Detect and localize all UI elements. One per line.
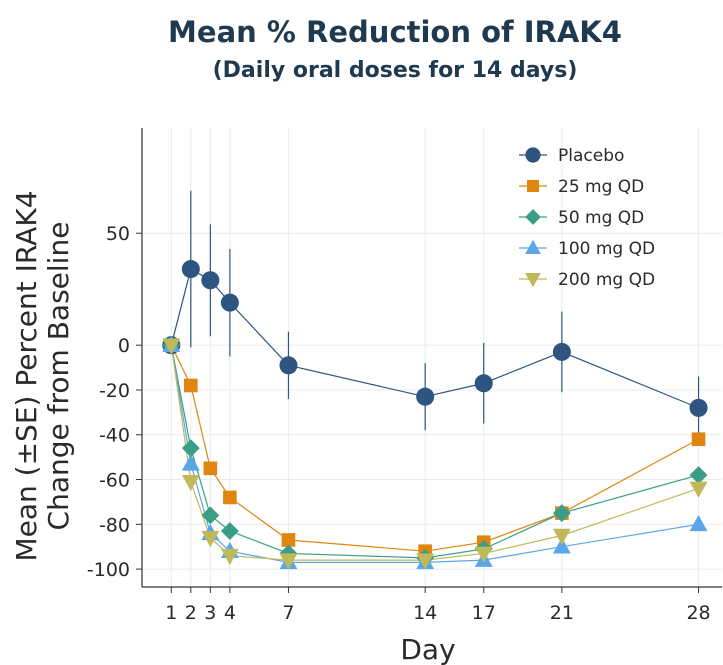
data-point — [220, 293, 239, 312]
legend-label: 100 mg QD — [558, 239, 655, 259]
data-point — [552, 504, 571, 523]
data-point — [689, 481, 708, 498]
plot-area — [162, 190, 708, 570]
data-point — [181, 439, 200, 458]
y-tick-label: 0 — [118, 335, 130, 357]
chart-subtitle: (Daily oral doses for 14 days) — [213, 58, 578, 83]
data-point — [691, 432, 706, 447]
x-tick-label: 21 — [550, 602, 574, 624]
x-tick-label: 3 — [204, 602, 216, 624]
data-point — [552, 528, 571, 545]
x-tick-label: 17 — [472, 602, 496, 624]
data-point — [474, 374, 493, 393]
data-point — [162, 338, 181, 355]
legend-entry: 100 mg QD — [519, 239, 655, 259]
y-tick-label: -80 — [99, 514, 130, 536]
series-markers-3 — [162, 335, 708, 570]
data-point — [181, 260, 200, 279]
x-tick-label: 14 — [413, 602, 437, 624]
x-tick-label: 2 — [185, 602, 197, 624]
data-point — [203, 461, 218, 476]
data-point — [220, 548, 239, 566]
legend-entry: 25 mg QD — [519, 177, 644, 197]
y-axis-label-line2: Change from Baseline — [42, 222, 75, 531]
y-axis-label-line1: Mean (±SE) Percent IRAK4 — [10, 190, 43, 561]
legend-marker — [525, 147, 541, 163]
data-point — [474, 546, 493, 563]
series-markers-1 — [164, 338, 706, 558]
axes — [141, 128, 722, 588]
x-tick-label: 7 — [282, 602, 294, 624]
x-axis-label: Day — [400, 633, 455, 665]
legend-label: Placebo — [558, 146, 624, 166]
legend-entry: 50 mg QD — [519, 208, 644, 228]
y-tick-label: -60 — [99, 470, 130, 492]
x-tick-label: 1 — [165, 602, 177, 624]
series-markers-4 — [162, 338, 708, 570]
x-tick-label: 4 — [224, 602, 236, 624]
data-point — [181, 454, 200, 471]
data-point — [181, 474, 200, 492]
x-tick-label: 28 — [686, 602, 710, 624]
legend-label: 200 mg QD — [558, 270, 655, 290]
data-point — [201, 271, 220, 290]
data-point — [201, 506, 220, 525]
legend-marker — [525, 239, 541, 254]
series-2 — [170, 345, 699, 559]
data-point — [689, 514, 708, 532]
data-point — [184, 378, 198, 393]
legend-label: 25 mg QD — [558, 177, 644, 197]
chart-title: Mean % Reduction of IRAK4 — [168, 15, 622, 49]
data-point — [279, 553, 298, 570]
data-point — [279, 356, 298, 375]
data-point — [220, 522, 239, 540]
y-tick-label: -100 — [87, 559, 130, 581]
data-point — [689, 398, 708, 417]
data-point — [416, 553, 435, 570]
series-markers-2 — [162, 336, 708, 567]
data-point — [552, 537, 571, 554]
series-line — [170, 345, 699, 561]
legend: Placebo 25 mg QD 50 mg QD 100 mg QD 200 mg Q… — [519, 146, 655, 290]
series-line — [170, 345, 699, 563]
data-point — [281, 533, 296, 547]
data-point — [552, 342, 571, 361]
data-point — [416, 387, 435, 406]
y-tick-label: 50 — [106, 223, 130, 245]
series-line — [170, 345, 699, 559]
legend-marker — [525, 273, 541, 288]
legend-marker — [527, 180, 539, 192]
data-point — [201, 530, 220, 548]
legend-label: 50 mg QD — [558, 208, 644, 228]
data-point — [223, 490, 237, 505]
legend-marker — [525, 209, 541, 225]
y-tick-label: -40 — [99, 425, 130, 447]
y-ticks: 50 0 -20 -40 -60 -80 -100 — [87, 223, 142, 581]
legend-entry: 200 mg QD — [519, 270, 655, 290]
data-point — [689, 466, 708, 484]
x-ticks: 1 2 3 4 7 14 17 21 28 — [165, 587, 711, 624]
series-4 — [170, 345, 699, 561]
y-tick-label: -20 — [99, 380, 130, 402]
series-3 — [170, 345, 699, 563]
legend-entry: Placebo — [519, 146, 624, 166]
